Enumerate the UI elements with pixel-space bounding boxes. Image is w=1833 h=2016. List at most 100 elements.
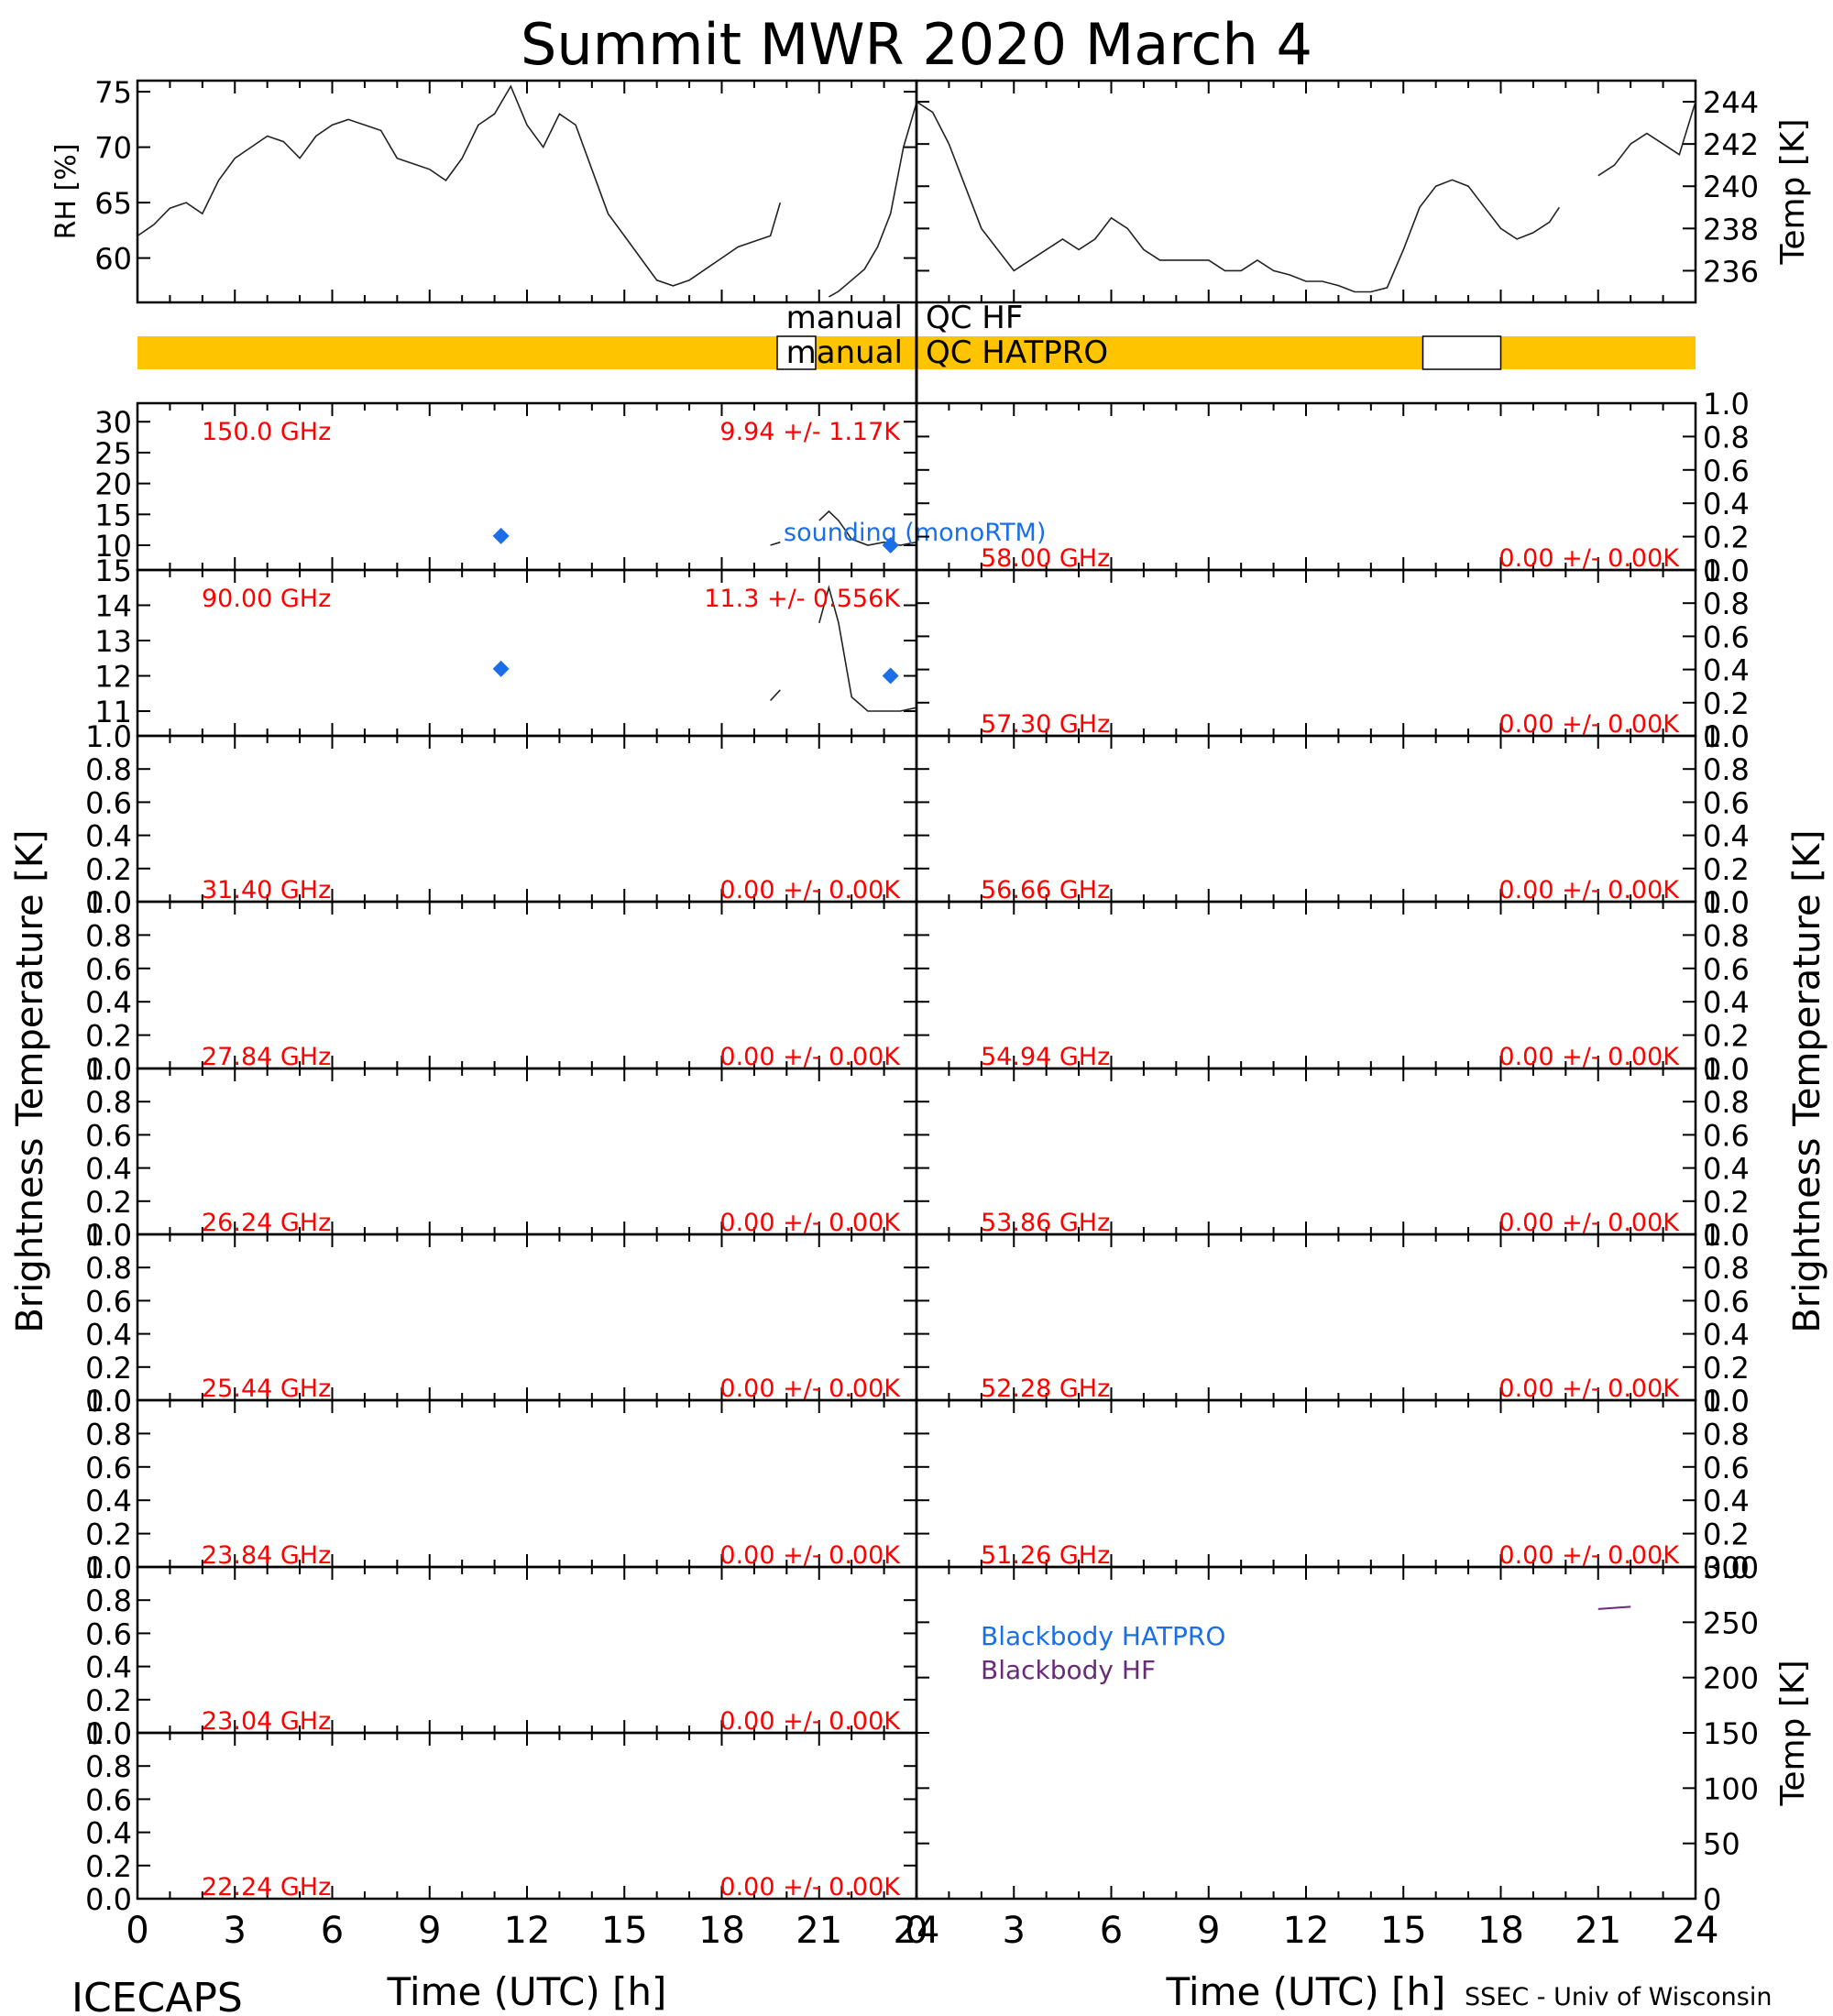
series-line-tb xyxy=(770,585,917,712)
y-tick-label: 0.4 xyxy=(1703,1484,1750,1518)
x-tick-label: 18 xyxy=(1477,1910,1524,1952)
freq-label: 22.24 GHz xyxy=(202,1873,331,1901)
y-tick-label: 11 xyxy=(94,695,132,729)
panel-f5666: 0.00.20.40.60.81.056.66 GHz 0.00 +/- 0.00… xyxy=(915,719,1750,920)
y-tick-label: 0.0 xyxy=(85,885,132,920)
y-tick-label: 1.0 xyxy=(1703,1218,1750,1253)
y-tick-label: 0.4 xyxy=(85,1152,132,1187)
y-tick-label: 0.0 xyxy=(1703,1052,1750,1087)
y-tick-label: 150 xyxy=(1703,1716,1759,1751)
y-tick-label: 1.0 xyxy=(85,1716,132,1751)
y-tick-label: 200 xyxy=(1703,1661,1759,1696)
y-tick-label: 0.0 xyxy=(85,1218,132,1253)
y-tick-label: 75 xyxy=(94,75,132,110)
x-tick-label: 6 xyxy=(321,1910,344,1952)
y-tick-label: 0.4 xyxy=(1703,1152,1750,1187)
legend-entry: Blackbody HF xyxy=(981,1655,1156,1685)
y-axis-label: Temp [K] xyxy=(1774,1660,1812,1806)
panel-f5126: 0.00.20.40.60.81.051.26 GHz 0.00 +/- 0.00… xyxy=(915,1384,1750,1585)
y-tick-label: 0.8 xyxy=(1703,1085,1750,1120)
y-tick-label: 0.8 xyxy=(85,1251,132,1286)
y-tick-label: 0.2 xyxy=(85,1185,132,1220)
y-tick-label: 0.6 xyxy=(85,1616,132,1651)
x-tick-label: 18 xyxy=(698,1910,745,1952)
x-tick-label: 12 xyxy=(504,1910,551,1952)
y-tick-label: 0.4 xyxy=(85,1650,132,1685)
y-tick-label: 1.0 xyxy=(85,1550,132,1585)
series-line-rh xyxy=(137,84,917,298)
x-tick-label: 21 xyxy=(796,1910,842,1952)
y-tick-label: 0.2 xyxy=(1703,1351,1750,1386)
x-label-right: Time (UTC) [h] xyxy=(1166,1969,1446,2014)
y-tick-label: 0.2 xyxy=(85,1019,132,1054)
y-tick-label: 242 xyxy=(1703,127,1759,162)
y-tick-label: 0.6 xyxy=(1703,619,1750,654)
y-tick-label: 0.6 xyxy=(85,1284,132,1319)
y-tick-label: 1.0 xyxy=(85,1218,132,1253)
y-tick-label: 0.2 xyxy=(1703,1517,1750,1552)
y-tick-label: 0.4 xyxy=(85,1816,132,1851)
stats-label: 0.00 +/- 0.00K xyxy=(719,1707,901,1736)
y-tick-label: 20 xyxy=(94,467,132,502)
y-tick-label: 0.0 xyxy=(85,1052,132,1087)
sounding-note: sounding (monoRTM) xyxy=(784,519,1046,547)
y-tick-label: 15 xyxy=(94,553,132,588)
y-tick-label: 1.0 xyxy=(1703,1052,1750,1087)
sounding-marker xyxy=(492,660,510,677)
freq-label: 54.94 GHz xyxy=(981,1043,1110,1071)
qc-hatpro-gap xyxy=(1421,335,1502,370)
y-tick-label: 13 xyxy=(94,624,132,659)
x-tick-label: 3 xyxy=(224,1910,247,1952)
freq-label: 51.26 GHz xyxy=(981,1541,1110,1570)
y-tick-label: 1.0 xyxy=(1703,387,1750,422)
y-tick-label: 1.0 xyxy=(1703,553,1750,588)
freq-label: 58.00 GHz xyxy=(981,544,1110,573)
y-tick-label: 238 xyxy=(1703,212,1759,247)
y-tick-label: 10 xyxy=(94,529,132,564)
y-tick-label: 0 xyxy=(1703,1882,1721,1917)
legend-entry: Blackbody HATPRO xyxy=(981,1621,1225,1651)
panel-f2784: 0.00.20.40.60.81.027.84 GHz 0.00 +/- 0.00… xyxy=(85,885,918,1087)
freq-label: 23.84 GHz xyxy=(202,1541,331,1570)
right-side-label: Brightness Temperature [K] xyxy=(1786,829,1828,1332)
y-tick-label: 0.4 xyxy=(1703,1318,1750,1353)
y-tick-label: 0.2 xyxy=(1703,520,1750,555)
stats-label: 11.3 +/- 0.556K xyxy=(704,585,901,613)
y-tick-label: 0.4 xyxy=(1703,985,1750,1020)
panel-f2624: 0.00.20.40.60.81.026.24 GHz 0.00 +/- 0.00… xyxy=(85,1052,918,1253)
footer-right: SSEC - Univ of Wisconsin xyxy=(1465,1983,1772,2011)
y-tick-label: 0.0 xyxy=(1703,1218,1750,1253)
y-tick-label: 0.6 xyxy=(85,952,132,987)
y-tick-label: 0.6 xyxy=(85,1118,132,1153)
panel-temp: 236 238 240 242 244 Temp [K] xyxy=(915,79,1812,304)
x-tick-label: 15 xyxy=(1380,1910,1427,1952)
panel-f2544: 0.00.20.40.60.81.025.44 GHz 0.00 +/- 0.00… xyxy=(85,1218,918,1419)
x-tick-label: 0 xyxy=(905,1910,927,1952)
y-tick-label: 100 xyxy=(1703,1771,1759,1806)
qc-hatpro-segment xyxy=(1500,336,1696,369)
stats-label: 0.00 +/- 0.00K xyxy=(1498,1209,1680,1237)
x-label-left: Time (UTC) [h] xyxy=(387,1969,667,2014)
stats-label: 0.00 +/- 0.00K xyxy=(1498,1043,1680,1071)
x-tick-label: 12 xyxy=(1283,1910,1330,1952)
panel-f2384: 0.00.20.40.60.81.023.84 GHz 0.00 +/- 0.00… xyxy=(85,1384,918,1585)
panel-f5386: 0.00.20.40.60.81.053.86 GHz 0.00 +/- 0.00… xyxy=(915,1052,1750,1253)
panel-f58: 0.00.20.40.60.81.058.00 GHz 0.00 +/- 0.00… xyxy=(915,387,1750,588)
y-tick-label: 1.0 xyxy=(1703,1384,1750,1419)
y-tick-label: 0.6 xyxy=(1703,1118,1750,1153)
panel-f5228: 0.00.20.40.60.81.052.28 GHz 0.00 +/- 0.00… xyxy=(915,1218,1750,1419)
y-tick-label: 1.0 xyxy=(1703,885,1750,920)
stats-label: 0.00 +/- 0.00K xyxy=(1498,544,1680,573)
y-tick-label: 0.8 xyxy=(85,1417,132,1452)
y-tick-label: 0.8 xyxy=(1703,918,1750,953)
y-tick-label: 0.0 xyxy=(85,1550,132,1585)
y-tick-label: 60 xyxy=(94,242,132,277)
stats-label: 0.00 +/- 0.00K xyxy=(1498,710,1680,739)
figure-title: Summit MWR 2020 March 4 xyxy=(521,11,1312,78)
y-tick-label: 0.8 xyxy=(85,1085,132,1120)
y-tick-label: 1.0 xyxy=(85,1052,132,1087)
